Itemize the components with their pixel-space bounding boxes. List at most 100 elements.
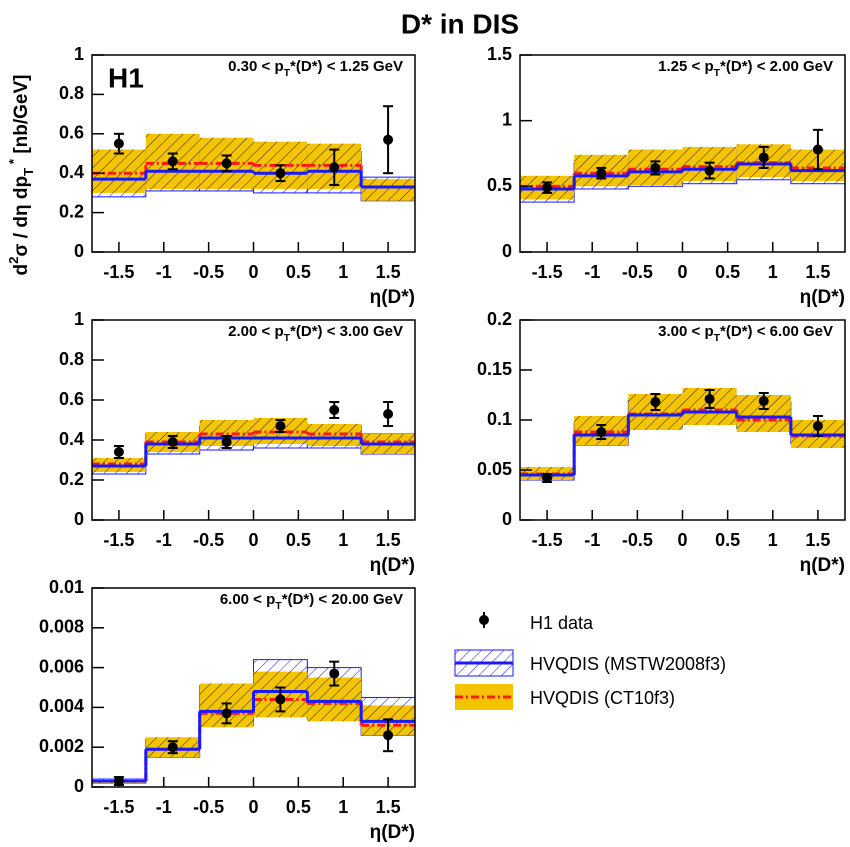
- x-tick-label: 1: [338, 530, 348, 550]
- data-point: [329, 162, 340, 173]
- data-point: [329, 405, 340, 415]
- y-tick-label: 0.4: [59, 429, 84, 449]
- y-tick-label: 1: [502, 109, 512, 129]
- y-tick-label: 0.5: [487, 175, 512, 195]
- data-point: [167, 437, 178, 447]
- y-tick-label: 0: [74, 241, 84, 261]
- data-point: [221, 437, 232, 447]
- x-tick-label: 1.5: [376, 530, 401, 550]
- legend-label: HVQDIS (MSTW2008f3): [530, 654, 726, 674]
- y-tick-label: 0: [74, 776, 84, 796]
- y-tick-label: 0.4: [59, 162, 84, 182]
- y-tick-label: 0.8: [59, 349, 84, 369]
- y-tick-label: 0.004: [39, 696, 84, 716]
- data-point: [275, 694, 286, 705]
- x-tick-label: -0.5: [193, 797, 224, 817]
- y-tick-label: 1: [74, 44, 84, 64]
- data-point: [704, 394, 715, 404]
- x-tick-label: 1.5: [376, 797, 401, 817]
- panel-label-part: T: [284, 67, 291, 79]
- y-tick-label: 0.2: [59, 469, 84, 489]
- y-tick-label: 0.01: [49, 577, 84, 597]
- x-tick-label: -1: [584, 530, 600, 550]
- panel-label-part: T: [284, 332, 291, 344]
- y-tick-label: 1: [74, 309, 84, 329]
- x-tick-label: -1: [156, 530, 172, 550]
- data-point: [221, 708, 232, 719]
- data-point: [383, 730, 394, 741]
- x-axis-label: η(D*): [800, 555, 845, 576]
- data-point: [275, 168, 286, 179]
- x-tick-label: -1: [156, 797, 172, 817]
- y-axis-label-part: [nb/GeV]: [11, 74, 32, 158]
- y-tick-label: 0: [502, 241, 512, 261]
- legend-label: HVQDIS (CT10f3): [530, 688, 675, 708]
- data-point: [167, 156, 178, 167]
- x-tick-label: -1.5: [103, 262, 134, 282]
- x-tick-label: 0.5: [286, 262, 311, 282]
- y-axis-label-part: σ / dη dp: [11, 176, 32, 257]
- y-tick-label: 0.002: [39, 736, 84, 756]
- x-tick-label: 0.5: [715, 262, 740, 282]
- x-tick-label: -1.5: [103, 530, 134, 550]
- data-point: [275, 421, 286, 431]
- y-tick-label: 0.2: [59, 201, 84, 221]
- ct10-band: [307, 424, 362, 446]
- panel-label: 1.25 < pT*(D*) < 2.00 GeV: [658, 58, 833, 79]
- y-tick-label: 0: [74, 509, 84, 529]
- x-tick-label: -1.5: [532, 262, 563, 282]
- y-tick-label: 0.6: [59, 389, 84, 409]
- x-tick-label: 1: [768, 262, 778, 282]
- data-point: [596, 427, 607, 437]
- data-point: [542, 182, 553, 193]
- data-point: [113, 138, 124, 149]
- y-axis-label-part: d: [11, 264, 32, 276]
- panel-label-part: 0.30 < p: [228, 58, 283, 75]
- y-tick-label: 1.5: [487, 44, 512, 64]
- y-tick-label: 0.15: [477, 359, 512, 379]
- panel-label: 0.30 < pT*(D*) < 1.25 GeV: [228, 58, 403, 79]
- data-point: [542, 473, 553, 483]
- panel-label-part: *(D*) < 2.00 GeV: [720, 58, 833, 75]
- x-tick-label: -1.5: [103, 797, 134, 817]
- x-tick-label: -1: [584, 262, 600, 282]
- x-tick-label: 0: [677, 530, 687, 550]
- x-tick-label: -1: [156, 262, 172, 282]
- data-point: [650, 162, 661, 173]
- x-tick-label: 0.5: [286, 530, 311, 550]
- y-tick-label: 0.008: [39, 617, 84, 637]
- panel-label: 3.00 < pT*(D*) < 6.00 GeV: [658, 323, 833, 344]
- panel-label-part: 2.00 < p: [228, 323, 283, 340]
- data-point: [383, 134, 394, 145]
- y-axis-label-part: 2: [6, 256, 21, 263]
- y-axis-label-part: T: [21, 168, 36, 176]
- panel-label: 2.00 < pT*(D*) < 3.00 GeV: [228, 323, 403, 344]
- y-tick-label: 0: [502, 509, 512, 529]
- panel-label-part: *(D*) < 6.00 GeV: [720, 323, 833, 340]
- y-tick-label: 0.8: [59, 83, 84, 103]
- panel-label: 6.00 < pT*(D*) < 20.00 GeV: [220, 591, 403, 612]
- data-point: [758, 152, 769, 163]
- x-tick-label: -0.5: [193, 530, 224, 550]
- x-tick-label: 0.5: [715, 530, 740, 550]
- x-tick-label: 1: [338, 797, 348, 817]
- x-tick-label: 0: [248, 262, 258, 282]
- x-axis-label: η(D*): [370, 287, 415, 308]
- y-tick-label: 0.05: [477, 459, 512, 479]
- y-axis-label: d2σ / dη dpT * [nb/GeV]: [6, 74, 36, 275]
- x-tick-label: 1: [768, 530, 778, 550]
- panel-label-part: T: [275, 600, 282, 612]
- ct10-band: [361, 179, 415, 201]
- x-axis-label: η(D*): [800, 287, 845, 308]
- data-point: [113, 447, 124, 457]
- panel-label-part: *(D*) < 3.00 GeV: [290, 323, 403, 340]
- x-tick-label: -0.5: [622, 262, 653, 282]
- panel-label-part: T: [714, 67, 721, 79]
- panel-label-part: T: [714, 332, 721, 344]
- y-axis-label-part: *: [6, 158, 21, 168]
- ct10-band: [92, 149, 146, 193]
- data-point: [812, 421, 823, 431]
- panel-label-part: 1.25 < p: [658, 58, 713, 75]
- x-axis-label: η(D*): [370, 822, 415, 842]
